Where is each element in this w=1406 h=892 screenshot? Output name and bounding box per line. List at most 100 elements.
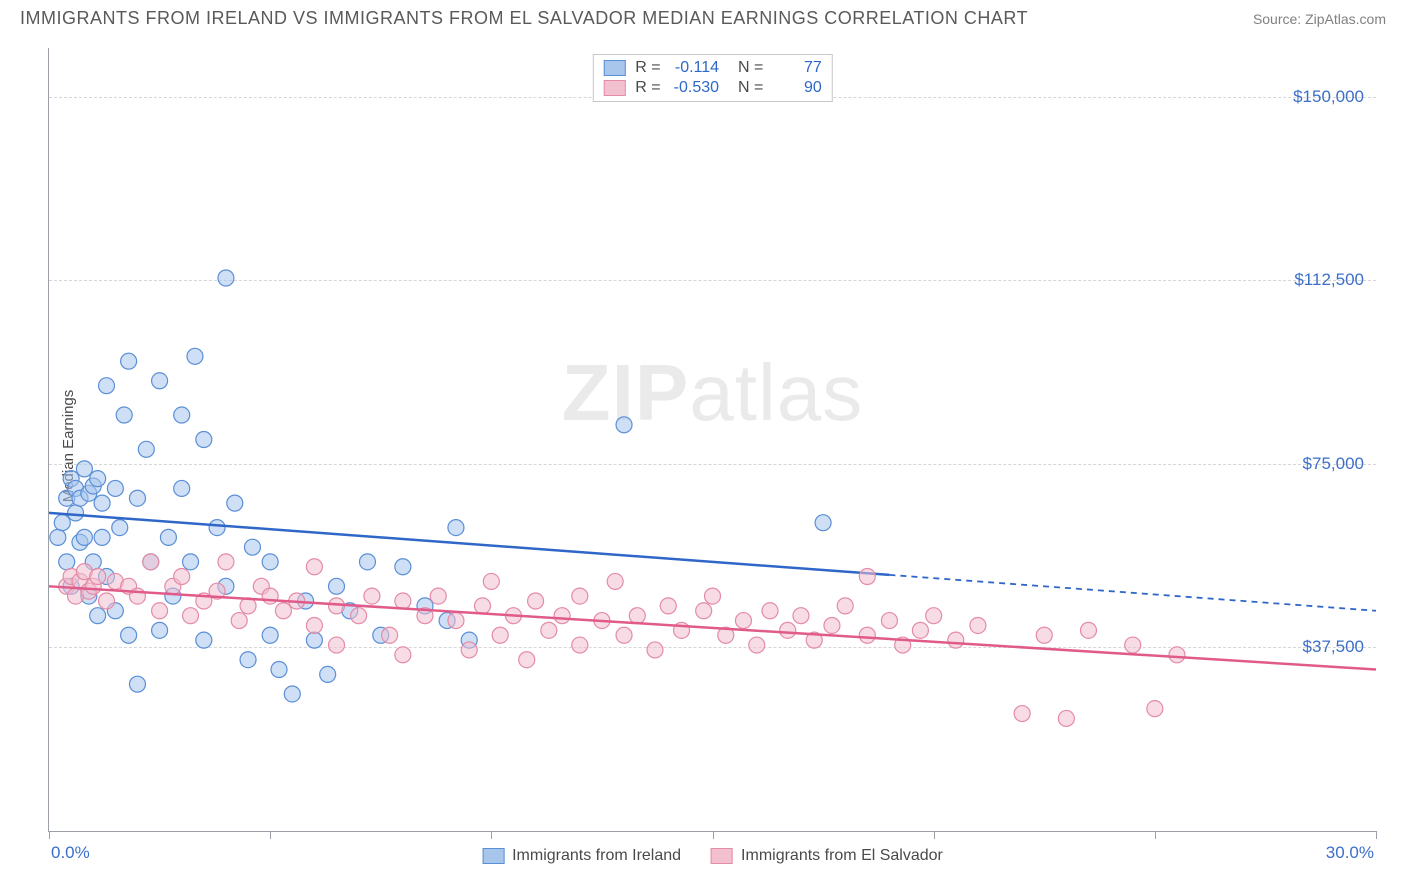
scatter-point-elsalvador (1058, 710, 1074, 726)
r-value: R = -0.114 (635, 59, 719, 77)
scatter-point-elsalvador (99, 593, 115, 609)
scatter-point-elsalvador (926, 608, 942, 624)
scatter-point-elsalvador (859, 569, 875, 585)
scatter-point-ireland (107, 480, 123, 496)
swatch-icon (603, 80, 625, 96)
scatter-point-ireland (244, 539, 260, 555)
x-tick-mark (1155, 831, 1156, 839)
scatter-point-ireland (218, 270, 234, 286)
scatter-point-ireland (94, 495, 110, 511)
x-tick-mark (1376, 831, 1377, 839)
scatter-point-ireland (99, 378, 115, 394)
scatter-point-ireland (59, 554, 75, 570)
scatter-point-elsalvador (1169, 647, 1185, 663)
scatter-point-ireland (76, 529, 92, 545)
scatter-point-elsalvador (793, 608, 809, 624)
scatter-point-elsalvador (364, 588, 380, 604)
series-legend: Immigrants from Ireland Immigrants from E… (482, 847, 943, 865)
scatter-point-elsalvador (448, 613, 464, 629)
scatter-point-elsalvador (749, 637, 765, 653)
scatter-point-ireland (152, 622, 168, 638)
scatter-point-ireland (54, 515, 70, 531)
stats-legend: R = -0.114 N = 77 R = -0.530 N = 90 (592, 54, 832, 102)
scatter-point-ireland (94, 529, 110, 545)
scatter-point-ireland (196, 432, 212, 448)
scatter-point-ireland (262, 627, 278, 643)
scatter-point-ireland (68, 505, 84, 521)
x-tick-mark (713, 831, 714, 839)
scatter-point-elsalvador (183, 608, 199, 624)
scatter-point-elsalvador (541, 622, 557, 638)
scatter-point-ireland (152, 373, 168, 389)
scatter-point-elsalvador (430, 588, 446, 604)
scatter-point-elsalvador (660, 598, 676, 614)
scatter-point-ireland (271, 662, 287, 678)
swatch-icon (482, 848, 504, 864)
r-value: R = -0.530 (635, 79, 719, 97)
scatter-point-ireland (112, 520, 128, 536)
scatter-point-elsalvador (881, 613, 897, 629)
scatter-point-elsalvador (572, 637, 588, 653)
scatter-point-ireland (76, 461, 92, 477)
scatter-point-ireland (174, 480, 190, 496)
scatter-point-elsalvador (528, 593, 544, 609)
scatter-point-elsalvador (329, 637, 345, 653)
x-tick-mark (49, 831, 50, 839)
scatter-point-elsalvador (218, 554, 234, 570)
scatter-point-elsalvador (647, 642, 663, 658)
scatter-point-elsalvador (395, 647, 411, 663)
scatter-point-ireland (616, 417, 632, 433)
scatter-point-elsalvador (780, 622, 796, 638)
legend-item-elsalvador: Immigrants from El Salvador (711, 847, 943, 865)
x-tick-mark (491, 831, 492, 839)
scatter-point-ireland (174, 407, 190, 423)
scatter-point-ireland (284, 686, 300, 702)
scatter-point-ireland (183, 554, 199, 570)
scatter-point-elsalvador (762, 603, 778, 619)
scatter-point-ireland (359, 554, 375, 570)
scatter-point-elsalvador (519, 652, 535, 668)
scatter-point-ireland (121, 353, 137, 369)
scatter-point-elsalvador (616, 627, 632, 643)
scatter-point-ireland (90, 471, 106, 487)
scatter-point-ireland (240, 652, 256, 668)
x-tick-mark (270, 831, 271, 839)
scatter-point-elsalvador (912, 622, 928, 638)
scatter-point-elsalvador (143, 554, 159, 570)
scatter-point-elsalvador (90, 569, 106, 585)
scatter-point-ireland (320, 666, 336, 682)
x-tick-label: 0.0% (51, 843, 90, 863)
header: IMMIGRANTS FROM IRELAND VS IMMIGRANTS FR… (0, 0, 1406, 33)
scatter-point-elsalvador (554, 608, 570, 624)
scatter-svg (49, 48, 1376, 831)
scatter-point-elsalvador (275, 603, 291, 619)
scatter-point-elsalvador (1036, 627, 1052, 643)
scatter-point-elsalvador (1014, 706, 1030, 722)
scatter-point-elsalvador (1147, 701, 1163, 717)
scatter-point-ireland (209, 520, 225, 536)
scatter-point-ireland (395, 559, 411, 575)
scatter-point-ireland (116, 407, 132, 423)
scatter-point-ireland (187, 348, 203, 364)
trendline-ireland (49, 513, 889, 575)
scatter-point-elsalvador (1080, 622, 1096, 638)
scatter-point-elsalvador (231, 613, 247, 629)
scatter-point-elsalvador (1125, 637, 1141, 653)
n-value: N = 77 (729, 59, 822, 77)
legend-item-ireland: Immigrants from Ireland (482, 847, 681, 865)
scatter-point-elsalvador (483, 573, 499, 589)
scatter-point-elsalvador (572, 588, 588, 604)
trendline-dashed-ireland (889, 575, 1376, 611)
scatter-point-ireland (227, 495, 243, 511)
x-tick-label: 30.0% (1326, 843, 1374, 863)
n-value: N = 90 (729, 79, 822, 97)
scatter-point-elsalvador (735, 613, 751, 629)
scatter-point-elsalvador (174, 569, 190, 585)
scatter-point-elsalvador (382, 627, 398, 643)
swatch-icon (603, 60, 625, 76)
chart-plot-area: ZIPatlas $37,500$75,000$112,500$150,000 … (48, 48, 1376, 832)
scatter-point-ireland (329, 578, 345, 594)
scatter-point-elsalvador (970, 617, 986, 633)
scatter-point-ireland (129, 676, 145, 692)
scatter-point-elsalvador (948, 632, 964, 648)
